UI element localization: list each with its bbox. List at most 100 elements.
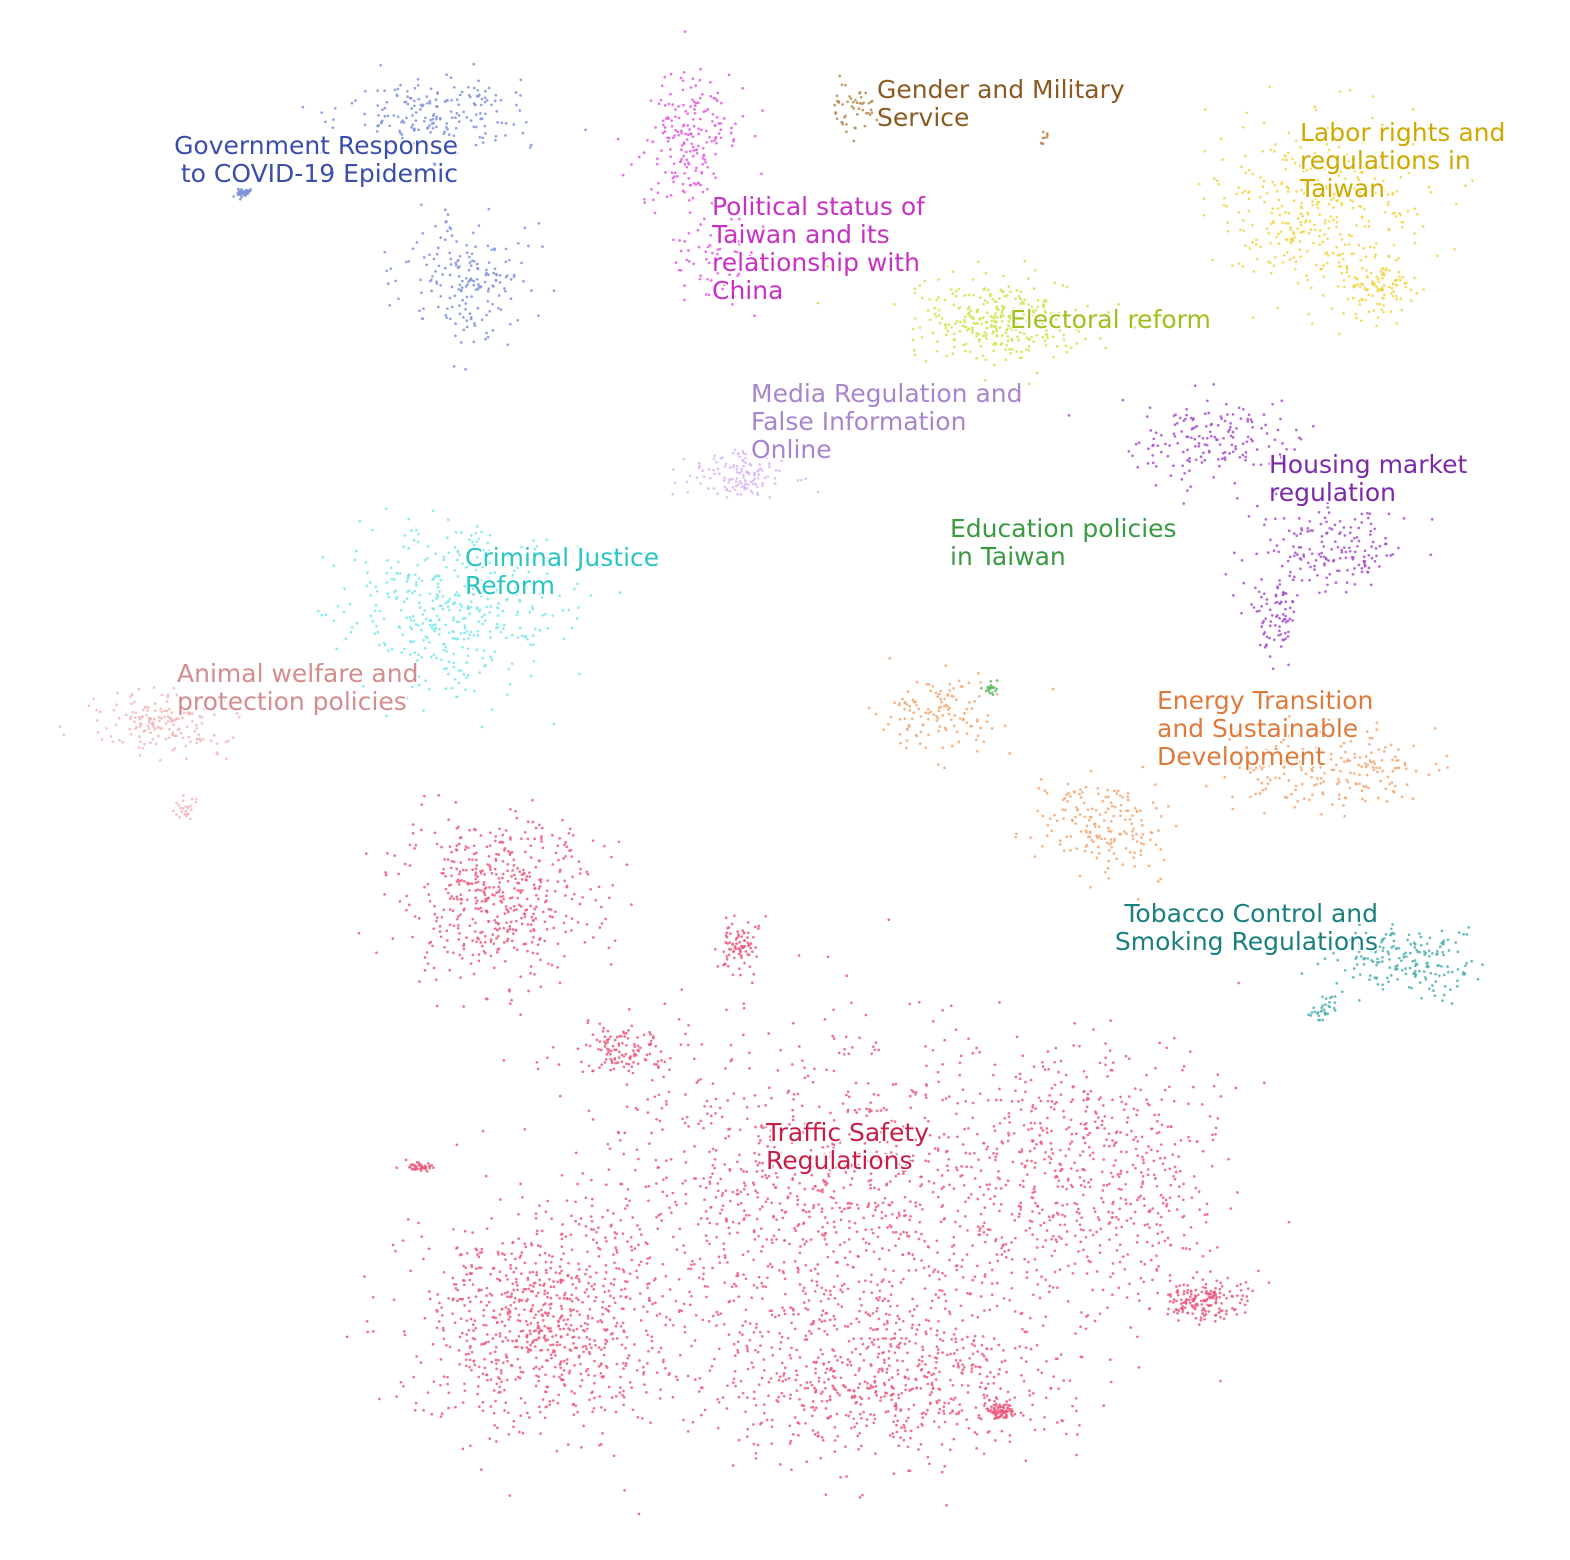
- scatter-point: [706, 165, 710, 169]
- scatter-point: [1402, 517, 1406, 520]
- scatter-point: [1313, 151, 1317, 155]
- scatter-point: [663, 1060, 667, 1064]
- scatter-point: [891, 1083, 895, 1086]
- scatter-point: [1262, 179, 1266, 183]
- scatter-point: [514, 809, 517, 813]
- scatter-point: [727, 481, 730, 484]
- scatter-point: [994, 327, 998, 331]
- scatter-point: [591, 936, 595, 939]
- scatter-point: [1361, 140, 1365, 144]
- scatter-point: [670, 171, 674, 175]
- scatter-point: [1255, 504, 1259, 508]
- scatter-point: [681, 182, 685, 186]
- cluster-points-8: [316, 507, 622, 729]
- scatter-point: [431, 509, 435, 513]
- scatter-point: [1345, 266, 1349, 270]
- scatter-point: [134, 711, 138, 714]
- scatter-point: [1288, 555, 1292, 559]
- scatter-point: [1299, 567, 1302, 571]
- scatter-point: [1315, 203, 1319, 207]
- scatter-point: [1023, 298, 1026, 302]
- scatter-point: [685, 150, 688, 154]
- scatter-point: [530, 940, 534, 944]
- scatter-point: [686, 491, 690, 494]
- scatter-point: [142, 729, 146, 733]
- scatter-point: [1294, 788, 1297, 792]
- scatter-point: [1369, 522, 1373, 526]
- scatter-point: [189, 740, 192, 744]
- scatter-point: [383, 106, 387, 110]
- scatter-point: [1002, 1297, 1006, 1300]
- scatter-point: [936, 763, 940, 766]
- scatter-point: [756, 476, 760, 480]
- scatter-point: [1427, 987, 1431, 991]
- scatter-point: [683, 298, 686, 302]
- scatter-point: [867, 1242, 871, 1246]
- scatter-point: [486, 289, 490, 293]
- scatter-point: [1307, 312, 1310, 316]
- scatter-point: [1174, 413, 1177, 417]
- scatter-point: [715, 1222, 719, 1226]
- scatter-point: [1255, 610, 1259, 613]
- scatter-point: [1372, 760, 1375, 763]
- scatter-point: [966, 307, 970, 311]
- scatter-point: [778, 1202, 782, 1205]
- scatter-point: [561, 609, 565, 612]
- scatter-point: [1373, 527, 1377, 531]
- scatter-point: [184, 809, 187, 813]
- scatter-point: [869, 1178, 873, 1182]
- scatter-point: [783, 1312, 787, 1316]
- scatter-point: [523, 226, 527, 230]
- scatter-point: [1139, 849, 1143, 852]
- scatter-point: [710, 201, 714, 205]
- scatter-point: [703, 1198, 706, 1202]
- scatter-point: [495, 110, 499, 113]
- scatter-point: [990, 1293, 994, 1297]
- scatter-point: [709, 279, 713, 282]
- scatter-point: [680, 144, 684, 147]
- scatter-point: [181, 807, 185, 810]
- scatter-point: [1278, 453, 1282, 456]
- scatter-point: [908, 1163, 911, 1166]
- scatter-point: [398, 129, 401, 133]
- scatter-point: [465, 936, 468, 939]
- scatter-point: [1010, 1286, 1014, 1290]
- scatter-point: [1358, 756, 1362, 759]
- scatter-point: [669, 148, 672, 151]
- scatter-point: [1147, 447, 1150, 451]
- scatter-point: [964, 1200, 967, 1204]
- scatter-point: [1373, 255, 1377, 259]
- scatter-point: [1327, 148, 1331, 152]
- scatter-point: [630, 163, 633, 166]
- scatter-point: [988, 1261, 992, 1265]
- scatter-point: [669, 1157, 673, 1161]
- scatter-point: [816, 301, 820, 305]
- scatter-point: [1284, 167, 1287, 171]
- scatter-point: [968, 314, 972, 317]
- scatter-point: [871, 1214, 875, 1218]
- scatter-point: [1327, 227, 1331, 230]
- scatter-point: [865, 111, 868, 115]
- scatter-point: [788, 1353, 792, 1357]
- scatter-point: [1292, 256, 1296, 260]
- scatter-point: [1008, 752, 1012, 755]
- scatter-point: [721, 287, 724, 291]
- scatter-point: [472, 852, 476, 856]
- scatter-point: [869, 1186, 872, 1190]
- scatter-point: [456, 558, 459, 562]
- scatter-point: [522, 279, 525, 283]
- scatter-point: [1221, 451, 1225, 455]
- scatter-point: [649, 99, 653, 103]
- scatter-point: [942, 704, 946, 708]
- scatter-point: [1395, 189, 1399, 193]
- scatter-point: [914, 733, 918, 737]
- scatter-point: [472, 844, 476, 848]
- scatter-point: [682, 1150, 686, 1153]
- scatter-point: [1218, 464, 1221, 468]
- scatter-point: [1212, 177, 1216, 180]
- scatter-point: [1229, 425, 1232, 429]
- scatter-point: [1301, 214, 1304, 218]
- scatter-point: [350, 101, 354, 105]
- scatter-point: [1389, 927, 1393, 931]
- scatter-point: [1425, 961, 1429, 965]
